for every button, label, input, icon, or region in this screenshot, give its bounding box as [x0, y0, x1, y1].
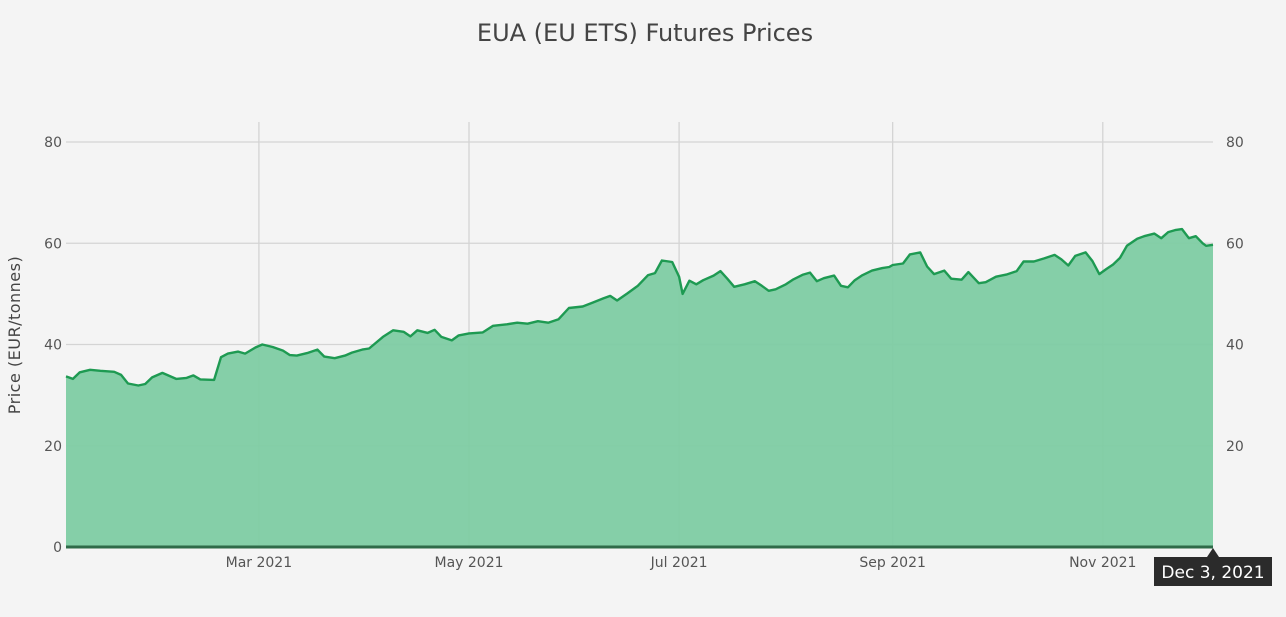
y2-tick-label: 40 — [1226, 338, 1244, 354]
hover-tooltip-label: Dec 3, 2021 — [1161, 563, 1264, 583]
chart-title: EUA (EU ETS) Futures Prices — [477, 19, 813, 47]
x-tick-label: Mar 2021 — [226, 555, 293, 571]
y2-tick-label: 80 — [1226, 135, 1244, 151]
x-axis-ticks: Mar 2021 May 2021 Jul 2021 Sep 2021 Nov 2021 — [226, 555, 1137, 571]
y-axis-ticks: 0 20 40 60 80 — [44, 135, 62, 556]
x-tick-label: May 2021 — [434, 555, 503, 571]
y2-tick-label: 20 — [1226, 439, 1244, 455]
series-area-fill — [66, 229, 1213, 547]
hover-tooltip: Dec 3, 2021 — [1154, 548, 1272, 586]
x-tick-label: Sep 2021 — [859, 555, 925, 571]
y2-axis-ticks: 20 40 60 80 — [1226, 135, 1244, 455]
y-tick-label: 0 — [53, 540, 62, 556]
y-tick-label: 60 — [44, 236, 62, 252]
x-tick-label: Jul 2021 — [650, 555, 708, 571]
y-tick-label: 20 — [44, 439, 62, 455]
series-line — [65, 227, 1214, 387]
x-tick-label: Nov 2021 — [1069, 555, 1136, 571]
y-tick-label: 40 — [44, 338, 62, 354]
y-axis-label: Price (EUR/tonnes) — [5, 256, 24, 414]
y2-tick-label: 60 — [1226, 236, 1244, 252]
hover-tooltip-box — [1154, 557, 1272, 586]
y-tick-label: 80 — [44, 135, 62, 151]
hover-tooltip-pointer — [1207, 548, 1219, 557]
